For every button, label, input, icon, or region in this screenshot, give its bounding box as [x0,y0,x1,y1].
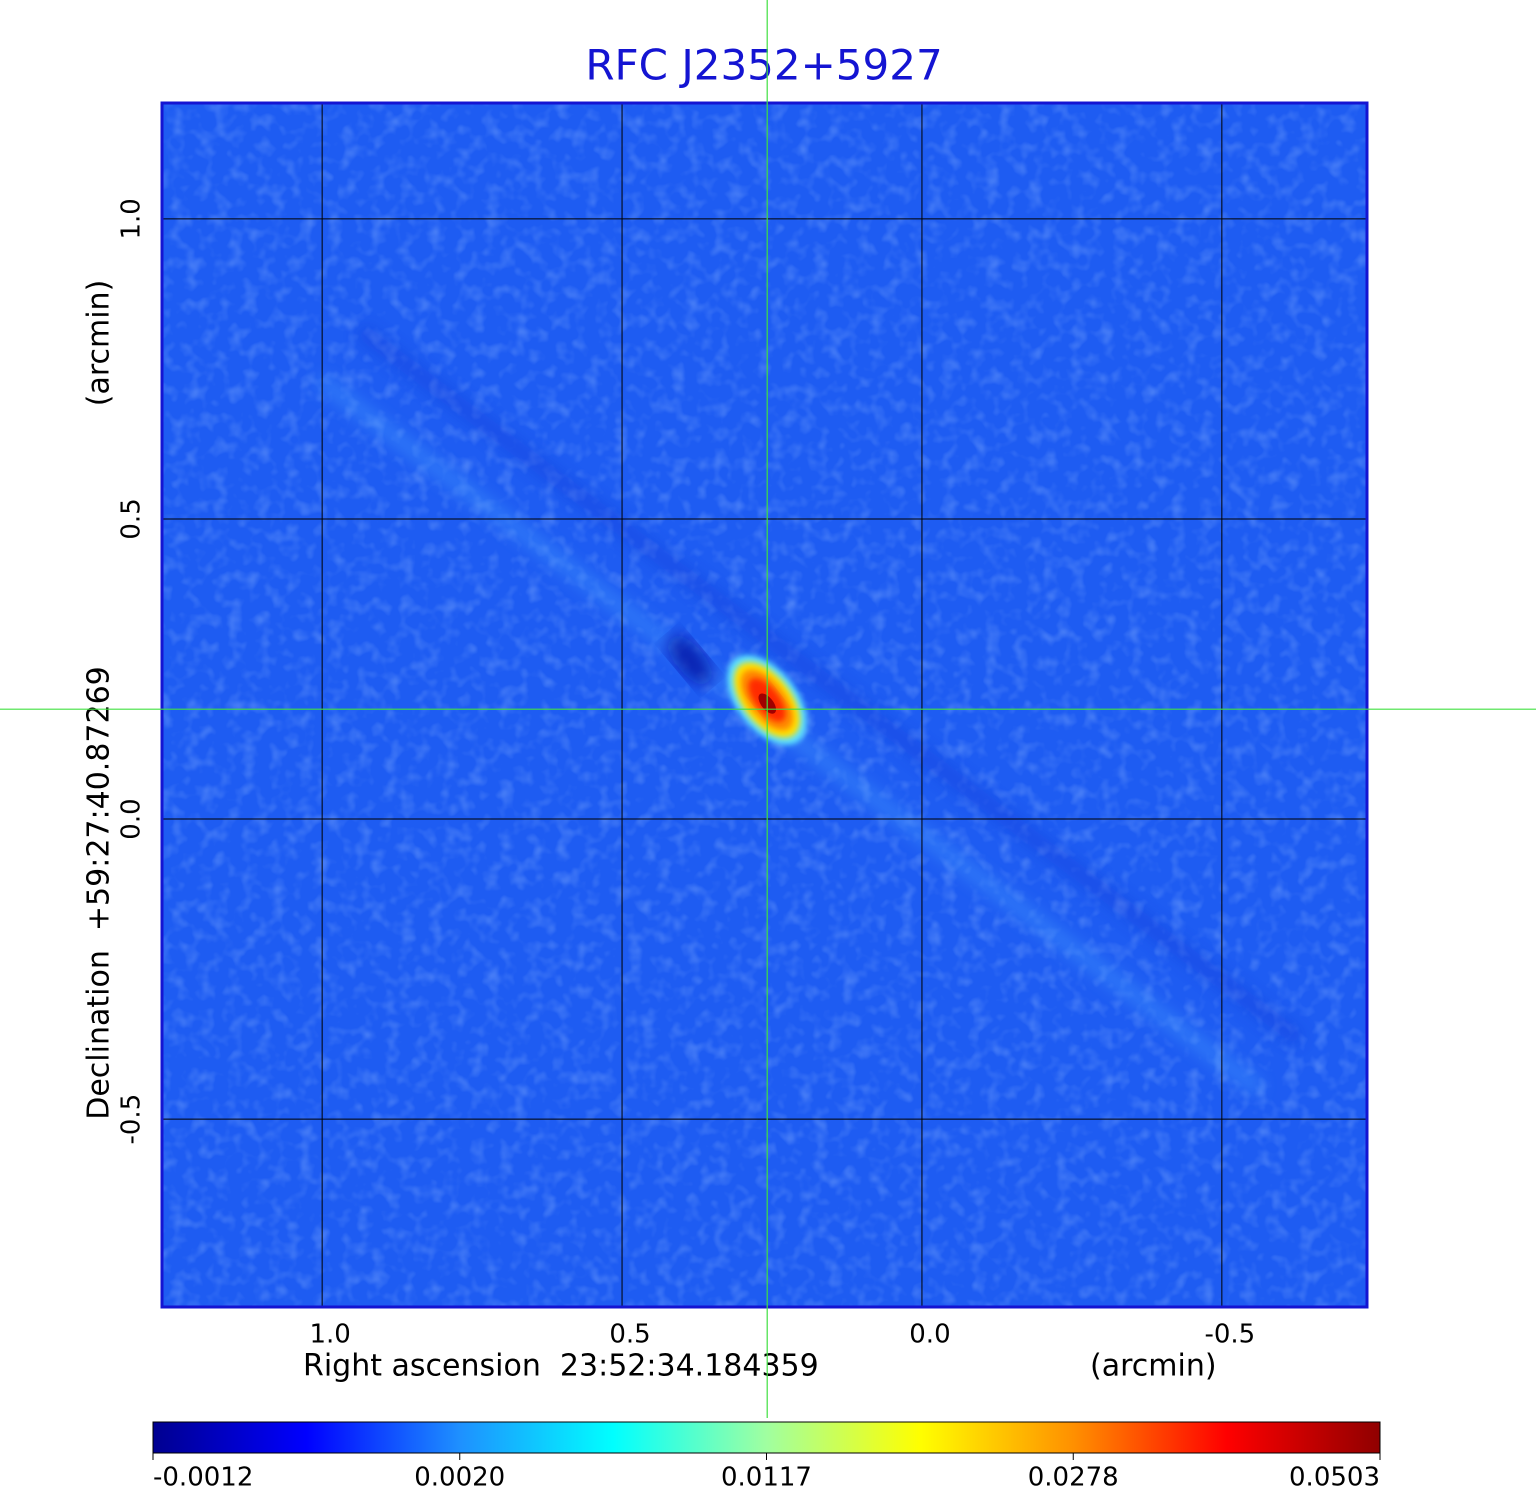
y-tick-label: 1.0 [117,198,147,239]
colorbar-tick-label: 0.0020 [414,1463,505,1493]
x-axis-unit: (arcmin) [1090,1349,1217,1384]
colorbar [152,1421,1381,1454]
negative-lobe [667,635,713,685]
x-tick-label: 1.0 [309,1320,350,1350]
y-tick-label: 0.5 [117,498,147,539]
image [162,103,1367,1307]
x-tick-label: 0.0 [909,1320,950,1350]
x-tick-label: 0.5 [609,1320,650,1350]
plot-frame [160,101,1369,1309]
y-tick-label: -0.5 [117,1094,147,1145]
colorbar-tick-label: 0.0278 [1028,1463,1119,1493]
x-axis-label: Right ascension 23:52:34.184359 [303,1349,819,1384]
sidelobe-stripe [355,323,1305,1047]
colorbar-tick-label: 0.0503 [1289,1463,1380,1493]
y-tick-label: 0.0 [117,798,147,839]
colorbar-tick-label: -0.0012 [153,1463,253,1493]
axes [162,103,1367,1307]
chart-title: RFC J2352+5927 [585,41,942,90]
colorbar-tick-label: 0.0117 [721,1463,812,1493]
x-tick-label: -0.5 [1204,1320,1255,1350]
y-axis-unit: (arcmin) [82,280,117,407]
y-axis-label: Declination +59:27:40.87269 [82,666,117,1120]
